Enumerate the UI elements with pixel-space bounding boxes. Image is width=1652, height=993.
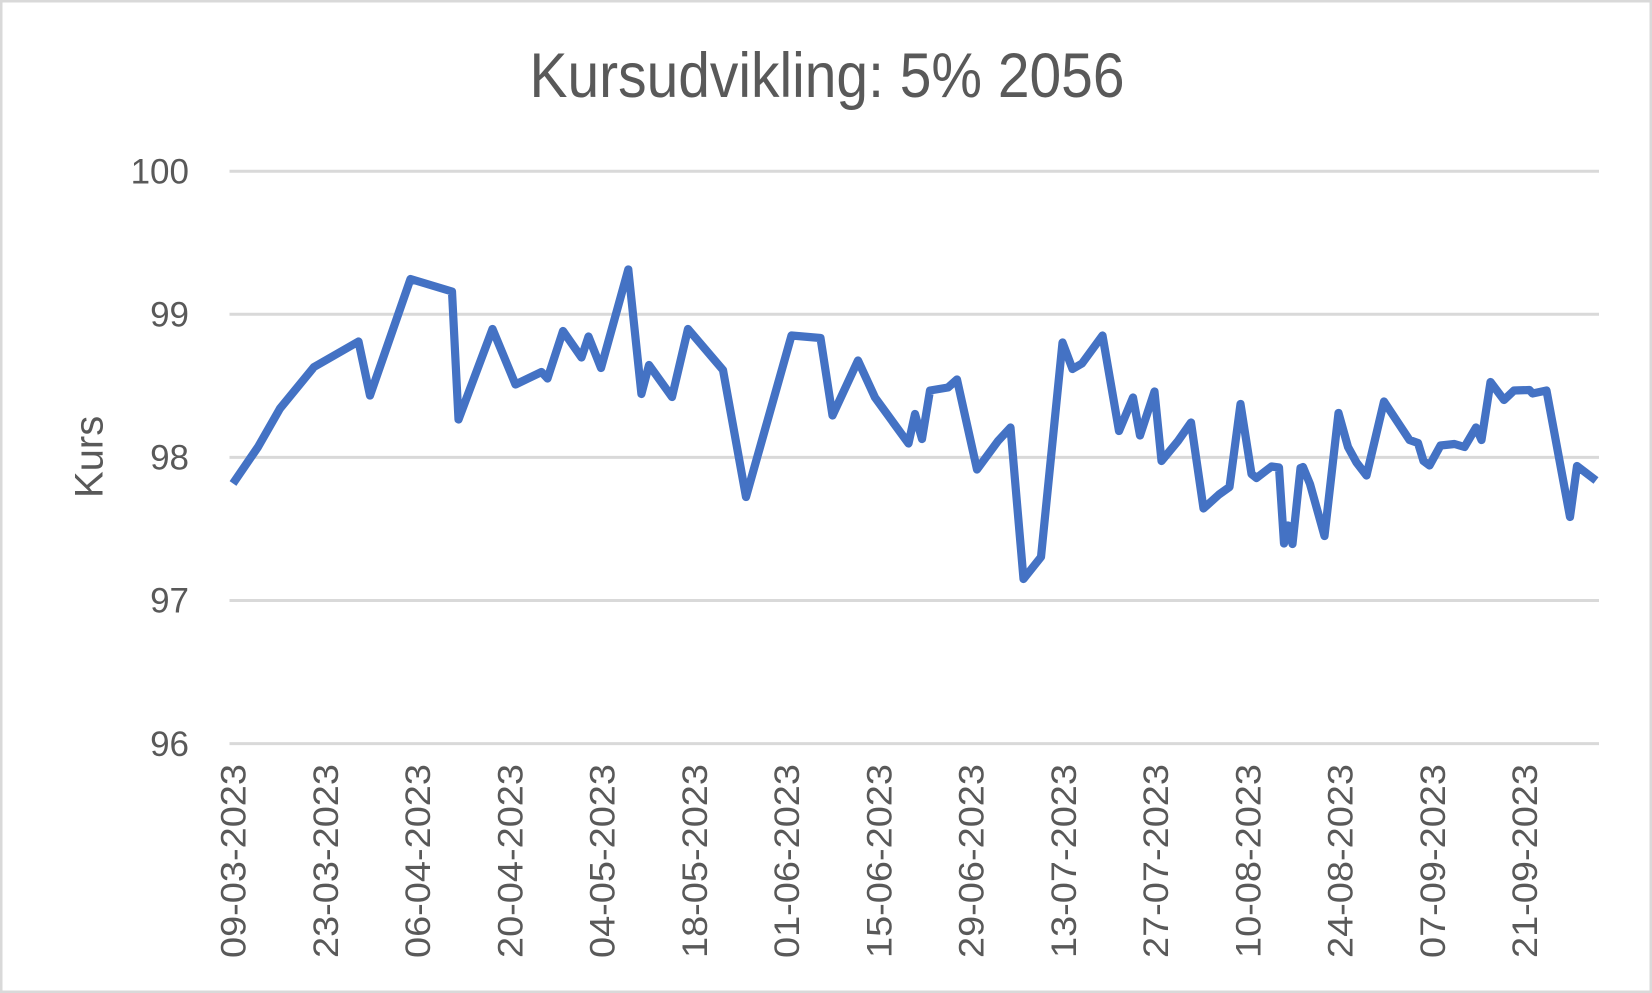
svg-text:97: 97 — [150, 582, 189, 621]
svg-text:10-08-2023: 10-08-2023 — [1229, 764, 1268, 958]
svg-text:Kurs: Kurs — [68, 416, 112, 498]
svg-text:06-04-2023: 06-04-2023 — [399, 764, 438, 958]
svg-text:04-05-2023: 04-05-2023 — [584, 764, 623, 958]
svg-text:20-04-2023: 20-04-2023 — [491, 764, 530, 958]
svg-text:100: 100 — [131, 152, 189, 191]
svg-text:21-09-2023: 21-09-2023 — [1506, 764, 1545, 958]
svg-text:24-08-2023: 24-08-2023 — [1322, 764, 1361, 958]
svg-text:27-07-2023: 27-07-2023 — [1137, 764, 1176, 958]
svg-text:Kursudvikling: 5% 2056: Kursudvikling: 5% 2056 — [530, 41, 1125, 111]
svg-text:23-03-2023: 23-03-2023 — [307, 764, 346, 958]
svg-text:29-06-2023: 29-06-2023 — [953, 764, 992, 958]
svg-text:99: 99 — [150, 296, 189, 335]
svg-text:96: 96 — [150, 725, 189, 764]
svg-text:18-05-2023: 18-05-2023 — [676, 764, 715, 958]
svg-text:98: 98 — [150, 439, 189, 478]
svg-text:15-06-2023: 15-06-2023 — [860, 764, 899, 958]
svg-text:09-03-2023: 09-03-2023 — [215, 764, 254, 958]
svg-text:13-07-2023: 13-07-2023 — [1045, 764, 1084, 958]
svg-text:07-09-2023: 07-09-2023 — [1414, 764, 1453, 958]
svg-text:01-06-2023: 01-06-2023 — [768, 764, 807, 958]
